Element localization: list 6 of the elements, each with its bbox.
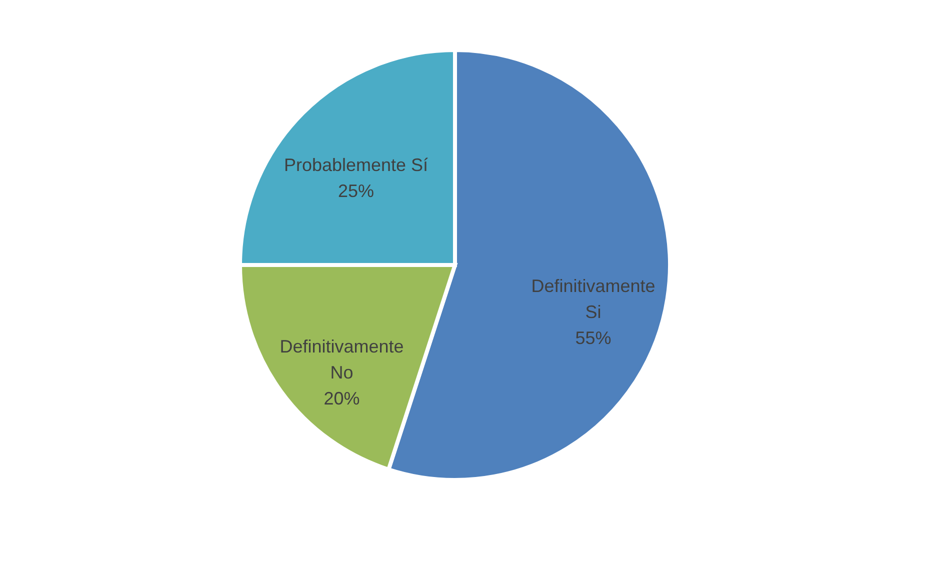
data-label: 25%: [338, 181, 374, 202]
data-label: 20%: [324, 388, 360, 408]
data-label: 55%: [575, 328, 612, 348]
slice-label: Probablemente Sí: [284, 155, 428, 176]
slice-label: Definitivamente Si: [531, 276, 656, 322]
slice-label: Definitivamente No: [280, 336, 404, 382]
